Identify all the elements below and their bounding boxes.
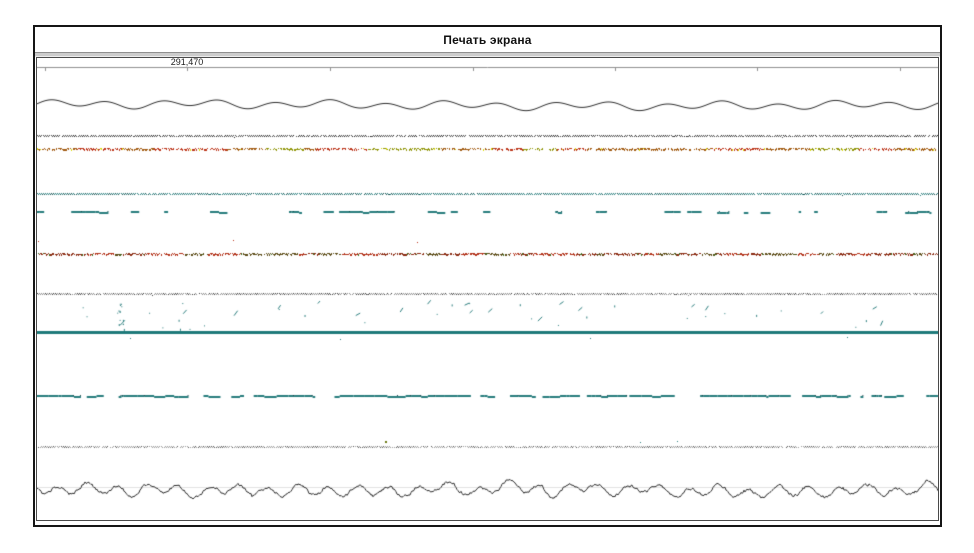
print-screen-window: Печать экрана 291,470 xyxy=(33,25,942,527)
window-title: Печать экрана xyxy=(443,32,532,47)
trace-panel: 291,470 xyxy=(36,57,939,521)
trace-plot-canvas xyxy=(37,58,938,520)
ruler-value-label: 291,470 xyxy=(170,57,204,67)
titlebar-separator xyxy=(35,52,940,57)
window-titlebar: Печать экрана xyxy=(35,27,940,52)
